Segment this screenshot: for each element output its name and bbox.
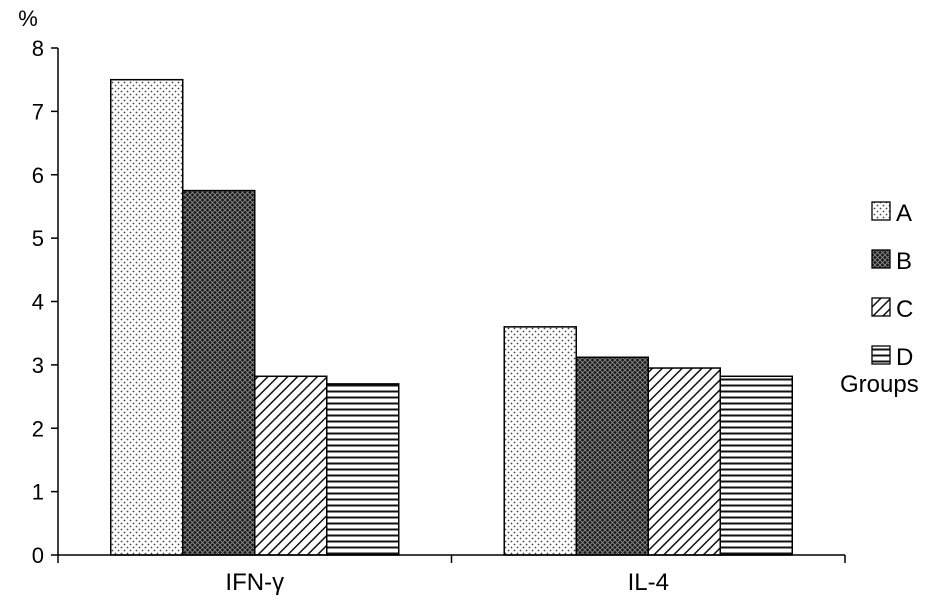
y-tick-label: 8	[32, 36, 44, 61]
y-tick-label: 3	[32, 353, 44, 378]
y-tick-label: 6	[32, 163, 44, 188]
x-axis: IFN-γ IL-4	[57, 554, 846, 596]
legend-title: Groups	[840, 371, 919, 398]
bar-B-2	[575, 356, 649, 556]
bar-C-2	[647, 367, 721, 556]
legend-label-C: C	[896, 296, 913, 323]
bar-C-1	[254, 375, 328, 556]
y-axis: 0 1 2 3 4 5 6 7 8	[32, 36, 59, 568]
bar-D-1	[326, 383, 400, 556]
legend-swatch-A	[871, 201, 891, 221]
legend-swatch-B	[871, 249, 891, 269]
legend-swatch-C	[871, 297, 891, 317]
bars	[110, 78, 793, 556]
y-tick-label: 5	[32, 226, 44, 251]
legend-label-D: D	[896, 344, 913, 371]
x-category-label: IL-4	[628, 569, 669, 596]
y-tick-label: 4	[32, 290, 44, 315]
y-tick-label: 0	[32, 543, 44, 568]
legend-label-B: B	[896, 248, 912, 275]
y-unit-label: %	[18, 6, 38, 31]
bar-B-1	[182, 189, 256, 556]
legend-label-A: A	[896, 200, 912, 227]
x-category-label: IFN-γ	[225, 569, 284, 596]
y-tick-label: 2	[32, 416, 44, 441]
bar-A-1	[110, 78, 184, 556]
y-tick-label: 1	[32, 480, 44, 505]
legend-swatch-D	[871, 345, 891, 365]
bar-D-2	[719, 375, 793, 556]
bar-A-2	[503, 326, 577, 556]
y-tick-label: 7	[32, 99, 44, 124]
